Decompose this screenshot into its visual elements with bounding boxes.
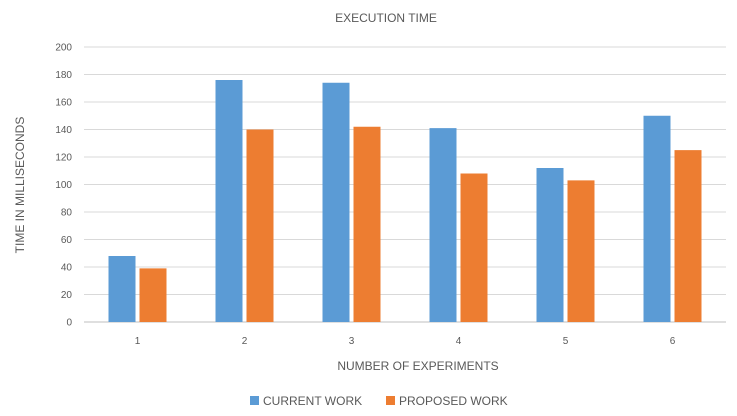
gridlines	[84, 46, 726, 323]
bar-proposed-work-6	[674, 150, 702, 322]
legend-swatch-proposed-work	[386, 396, 395, 405]
bar-proposed-work-3	[353, 126, 381, 322]
y-tick-label: 200	[55, 43, 72, 54]
bar-current-work-6	[643, 115, 671, 322]
bar-current-work-5	[536, 168, 564, 322]
bar-current-work-1	[108, 256, 136, 322]
x-tick-label: 1	[135, 336, 141, 347]
bar-proposed-work-1	[139, 268, 167, 322]
y-tick-label: 100	[55, 180, 72, 191]
legend-label-current-work: CURRENT WORK	[263, 394, 362, 408]
x-tick-label: 6	[670, 336, 676, 347]
y-tick-label: 120	[55, 153, 72, 164]
bar-proposed-work-4	[460, 173, 488, 322]
bar-proposed-work-2	[246, 129, 274, 322]
bar-current-work-2	[215, 80, 243, 322]
y-tick-label: 80	[61, 208, 73, 219]
bar-proposed-work-5	[567, 180, 595, 322]
x-tick-label: 4	[456, 336, 462, 347]
x-tick-label: 2	[242, 336, 248, 347]
legend-swatch-current-work	[250, 396, 259, 405]
y-tick-label: 60	[61, 235, 73, 246]
legend: CURRENT WORK PROPOSED WORK	[250, 394, 508, 408]
y-tick-label: 160	[55, 98, 72, 109]
y-tick-label: 180	[55, 70, 72, 81]
y-tick-label: 0	[66, 318, 72, 329]
bar-current-work-3	[322, 82, 350, 322]
y-tick-label: 40	[61, 263, 73, 274]
x-axis-label: NUMBER OF EXPERIMENTS	[337, 359, 498, 373]
y-axis-ticks: 0 20 40 60 80 100 120 140 160 180 200	[55, 43, 72, 329]
chart-title: EXECUTION TIME	[335, 11, 437, 25]
legend-label-proposed-work: PROPOSED WORK	[399, 394, 508, 408]
x-axis-ticks: 1 2 3 4 5 6	[135, 336, 676, 347]
y-tick-label: 20	[61, 290, 73, 301]
x-tick-label: 3	[349, 336, 355, 347]
y-tick-label: 140	[55, 125, 72, 136]
bars	[108, 80, 702, 322]
x-tick-label: 5	[563, 336, 569, 347]
y-axis-label: TIME IN MILLISECONDS	[13, 117, 27, 254]
bar-current-work-4	[429, 128, 457, 322]
